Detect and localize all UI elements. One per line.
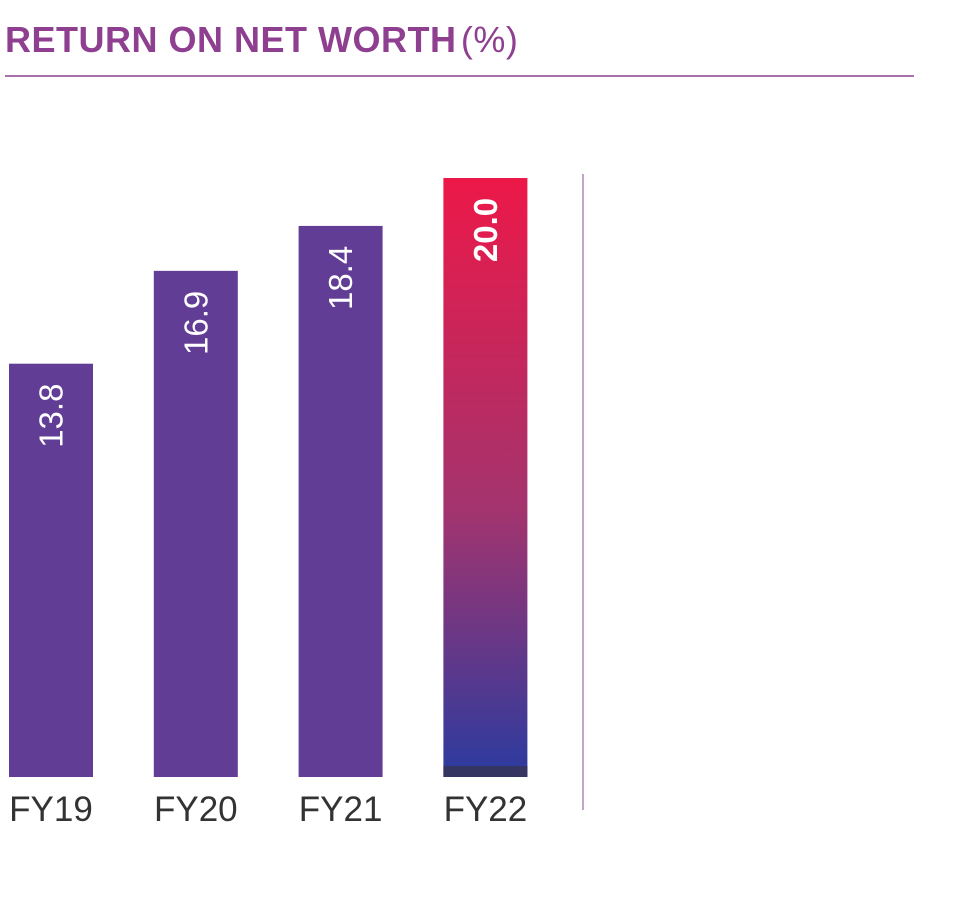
bar-fy20	[153, 270, 238, 777]
x-tick-label-fy22: FY22	[444, 790, 528, 829]
x-tick-label-fy21: FY21	[299, 790, 383, 829]
x-tick-labels-group: FY19 FY20 FY21 FY22	[9, 790, 527, 829]
value-labels-group: 13.8 16.9 18.4 20.0	[33, 198, 504, 448]
value-label-fy22: 20.0	[467, 198, 504, 262]
x-tick-label-fy19: FY19	[9, 790, 93, 829]
bar-fy21	[298, 225, 383, 778]
x-tick-label-fy20: FY20	[154, 790, 238, 829]
chart-title: RETURN ON NET WORTH (%)	[5, 22, 518, 58]
chart-title-main: RETURN ON NET WORTH	[5, 19, 457, 60]
value-label-fy20: 16.9	[177, 291, 214, 355]
bar-base-strip	[443, 766, 528, 777]
chart-title-unit: (%)	[460, 19, 519, 60]
title-underline	[5, 75, 914, 77]
value-label-fy19: 13.8	[33, 384, 70, 448]
bar-fy19	[9, 363, 93, 777]
bar-fy22	[443, 178, 528, 777]
value-label-fy21: 18.4	[322, 246, 359, 310]
bars-group	[9, 178, 528, 778]
